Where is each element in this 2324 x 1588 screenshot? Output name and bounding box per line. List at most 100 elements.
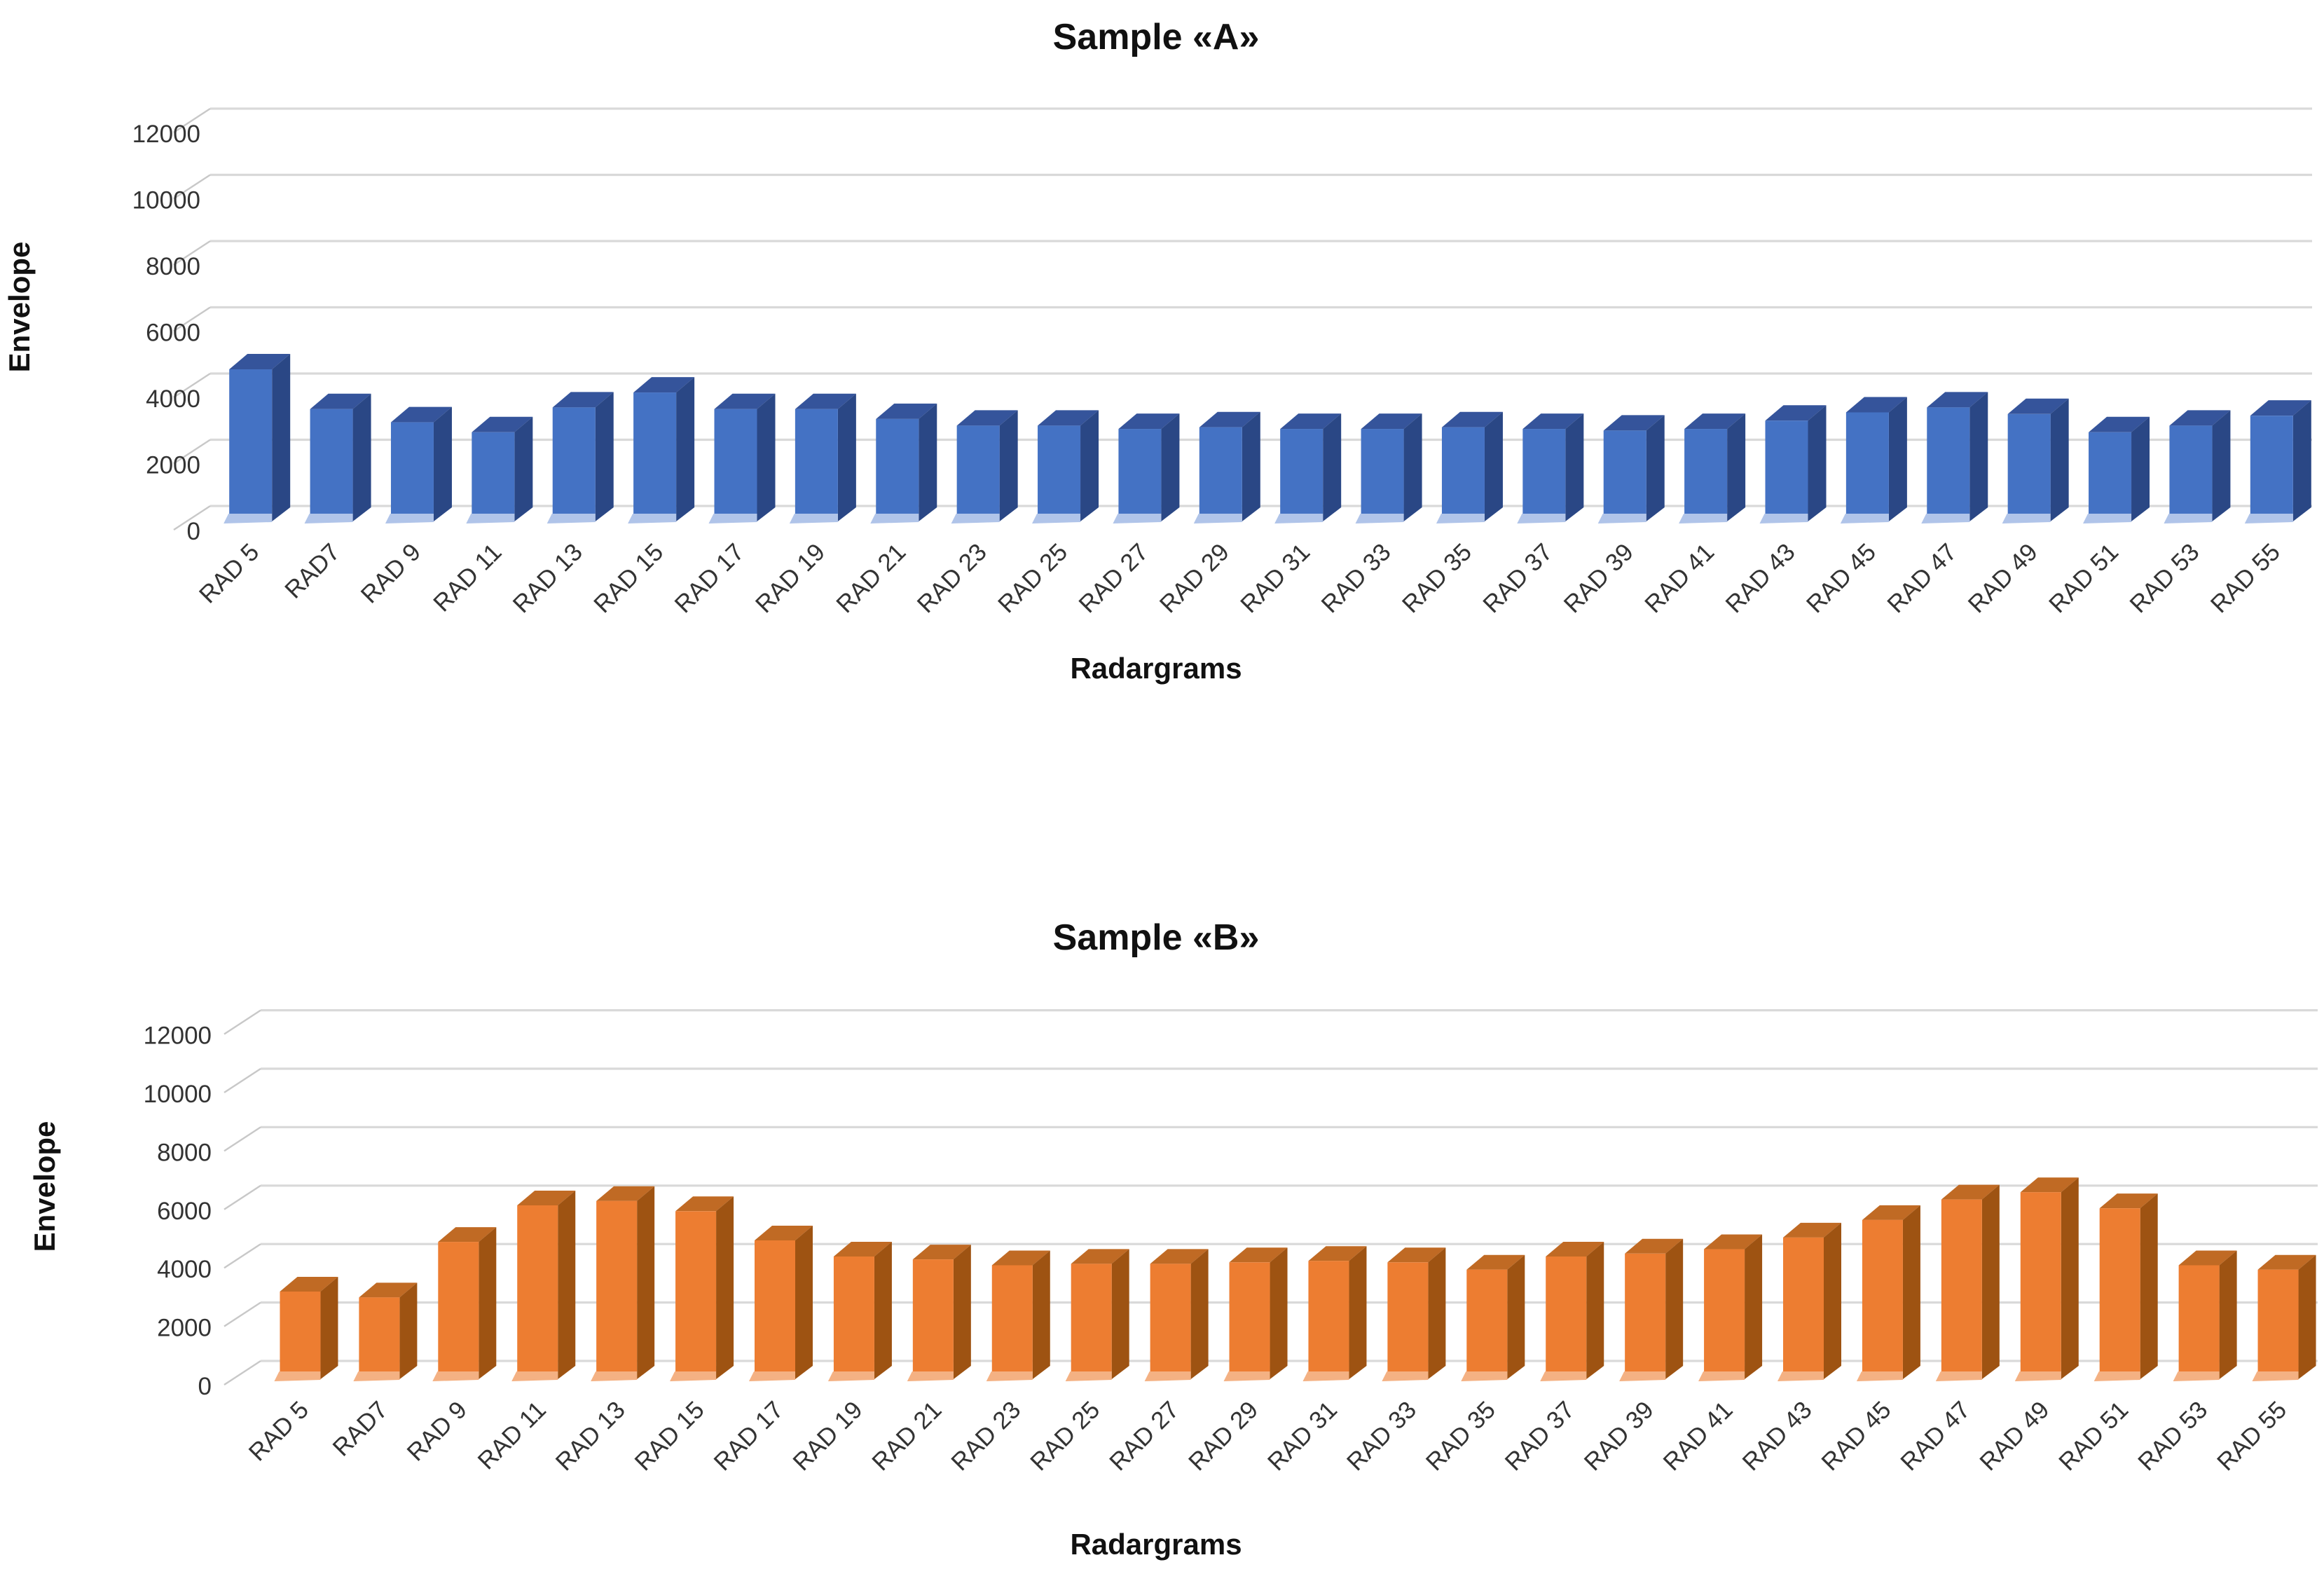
y-tick-label: 10000 bbox=[144, 1081, 212, 1108]
bar-front-face bbox=[795, 409, 838, 514]
bar-front-face bbox=[912, 1259, 954, 1371]
bar-side-face bbox=[1745, 1234, 1763, 1379]
bar-side-face bbox=[874, 1241, 892, 1379]
bar-front-face bbox=[1684, 429, 1728, 514]
x-category-label: RAD 29 bbox=[1183, 1396, 1263, 1476]
bar-base-edge bbox=[1840, 514, 1889, 523]
bar-front-face bbox=[714, 409, 757, 514]
bar-front-face bbox=[1845, 412, 1889, 514]
gridline-depth-connector bbox=[224, 1184, 261, 1210]
bar-base-edge bbox=[466, 514, 515, 523]
bar-base-edge bbox=[2164, 514, 2213, 523]
bar-front-face bbox=[2257, 1269, 2299, 1371]
x-category-label: RAD 51 bbox=[2044, 538, 2124, 618]
x-category-label: RAD 13 bbox=[551, 1396, 631, 1476]
bar-side-face bbox=[837, 393, 856, 521]
bar-top-face bbox=[2020, 1177, 2079, 1193]
bar-side-face bbox=[2050, 398, 2069, 521]
bar-rad-27 bbox=[1113, 413, 1180, 523]
bar-rad-21 bbox=[907, 1245, 971, 1381]
bar-side-face bbox=[2212, 410, 2231, 521]
x-axis-title: Radargrams bbox=[1070, 1528, 1242, 1561]
bar-front-face bbox=[2099, 1208, 2140, 1371]
bar-side-face bbox=[1032, 1250, 1050, 1379]
bar-rad-23 bbox=[951, 410, 1018, 523]
bar-front-face bbox=[876, 418, 919, 514]
bar-side-face bbox=[558, 1190, 576, 1379]
bar-top-face bbox=[1150, 1249, 1209, 1264]
bar-front-face bbox=[310, 409, 353, 514]
gridline-depth-connector bbox=[173, 372, 211, 399]
bar-side-face bbox=[1665, 1238, 1684, 1379]
bar-side-face bbox=[953, 1245, 971, 1379]
bar-front-face bbox=[1603, 430, 1646, 514]
bar-base-edge bbox=[1274, 514, 1323, 523]
bar-base-edge bbox=[224, 514, 273, 523]
y-tick-label: 4000 bbox=[157, 1256, 212, 1283]
bar-side-face bbox=[1428, 1247, 1446, 1379]
bar-front-face bbox=[1199, 427, 1242, 514]
x-category-label: RAD 51 bbox=[2054, 1396, 2133, 1476]
bar-rad-49 bbox=[2014, 1177, 2079, 1381]
bar-rad-39 bbox=[1597, 415, 1665, 523]
bar-base-edge bbox=[1382, 1371, 1429, 1381]
bar-front-face bbox=[1229, 1262, 1270, 1371]
bar-rad-41 bbox=[1679, 413, 1746, 523]
bar-top-face bbox=[280, 1276, 338, 1292]
bar-rad-21 bbox=[870, 403, 937, 523]
bar-top-face bbox=[833, 1241, 892, 1257]
bar-top-face bbox=[1229, 1247, 1288, 1263]
bar-base-edge bbox=[1113, 514, 1162, 523]
y-tick-label: 10000 bbox=[132, 187, 200, 214]
bar-side-face bbox=[1242, 411, 1260, 521]
bar-front-face bbox=[229, 369, 273, 514]
bar-side-face bbox=[1323, 413, 1342, 521]
y-tick-label: 6000 bbox=[146, 320, 200, 347]
x-category-label: RAD 17 bbox=[708, 1396, 788, 1476]
x-category-label: RAD 15 bbox=[589, 538, 668, 618]
bar-front-face bbox=[517, 1205, 558, 1371]
bar-rad-33 bbox=[1355, 413, 1422, 523]
bar-top-face bbox=[552, 392, 614, 408]
bar-top-face bbox=[1927, 392, 1988, 408]
x-category-label: RAD 17 bbox=[669, 538, 749, 618]
x-category-label: RAD 31 bbox=[1263, 1396, 1342, 1476]
bar-front-face bbox=[1862, 1219, 1903, 1371]
bar-top-face bbox=[1361, 413, 1422, 430]
bar-base-edge bbox=[951, 514, 1000, 523]
bar-top-face bbox=[2169, 410, 2231, 426]
bar-base-edge bbox=[1032, 514, 1081, 523]
gridline-depth-connector bbox=[224, 1067, 261, 1094]
bar-side-face bbox=[479, 1227, 497, 1379]
bar-rad-9 bbox=[385, 406, 452, 523]
chart-sample-b: Sample «B» 0 2000 4000 6000 8000 10000 12000 E… bbox=[28, 917, 2318, 1561]
bar-top-face bbox=[310, 393, 371, 409]
bar-rad-13 bbox=[591, 1186, 655, 1381]
bar-rad-53 bbox=[2164, 410, 2231, 523]
bar-side-face bbox=[716, 1196, 734, 1379]
x-axis-title: Radargrams bbox=[1070, 652, 1242, 685]
x-category-label: RAD7 bbox=[327, 1396, 393, 1462]
bar-rad-17 bbox=[749, 1226, 813, 1381]
bar-top-face bbox=[1546, 1241, 1604, 1257]
x-category-label: RAD 35 bbox=[1421, 1396, 1501, 1476]
bar-top-face bbox=[1466, 1254, 1525, 1270]
x-category-label: RAD 11 bbox=[428, 538, 507, 617]
bar-front-face bbox=[552, 407, 596, 514]
x-category-label: RAD 37 bbox=[1478, 538, 1558, 618]
bar-base-edge bbox=[1935, 1371, 1982, 1381]
bar-top-face bbox=[1845, 397, 1907, 413]
gridline-depth-connector bbox=[173, 439, 211, 465]
bar-top-face bbox=[517, 1190, 576, 1205]
bar-front-face bbox=[1118, 429, 1162, 514]
bar-top-face bbox=[1280, 413, 1342, 430]
bar-rad7 bbox=[353, 1282, 418, 1381]
bar-front-face bbox=[1308, 1261, 1349, 1371]
bar-top-face bbox=[991, 1250, 1050, 1266]
x-category-label: RAD 37 bbox=[1500, 1396, 1580, 1476]
chart-title: Sample «A» bbox=[1053, 17, 1260, 57]
bar-front-face bbox=[2178, 1265, 2220, 1371]
bar-top-face bbox=[2007, 398, 2069, 414]
y-tick-label: 12000 bbox=[144, 1022, 212, 1050]
x-category-label: RAD 47 bbox=[1895, 1396, 1975, 1476]
